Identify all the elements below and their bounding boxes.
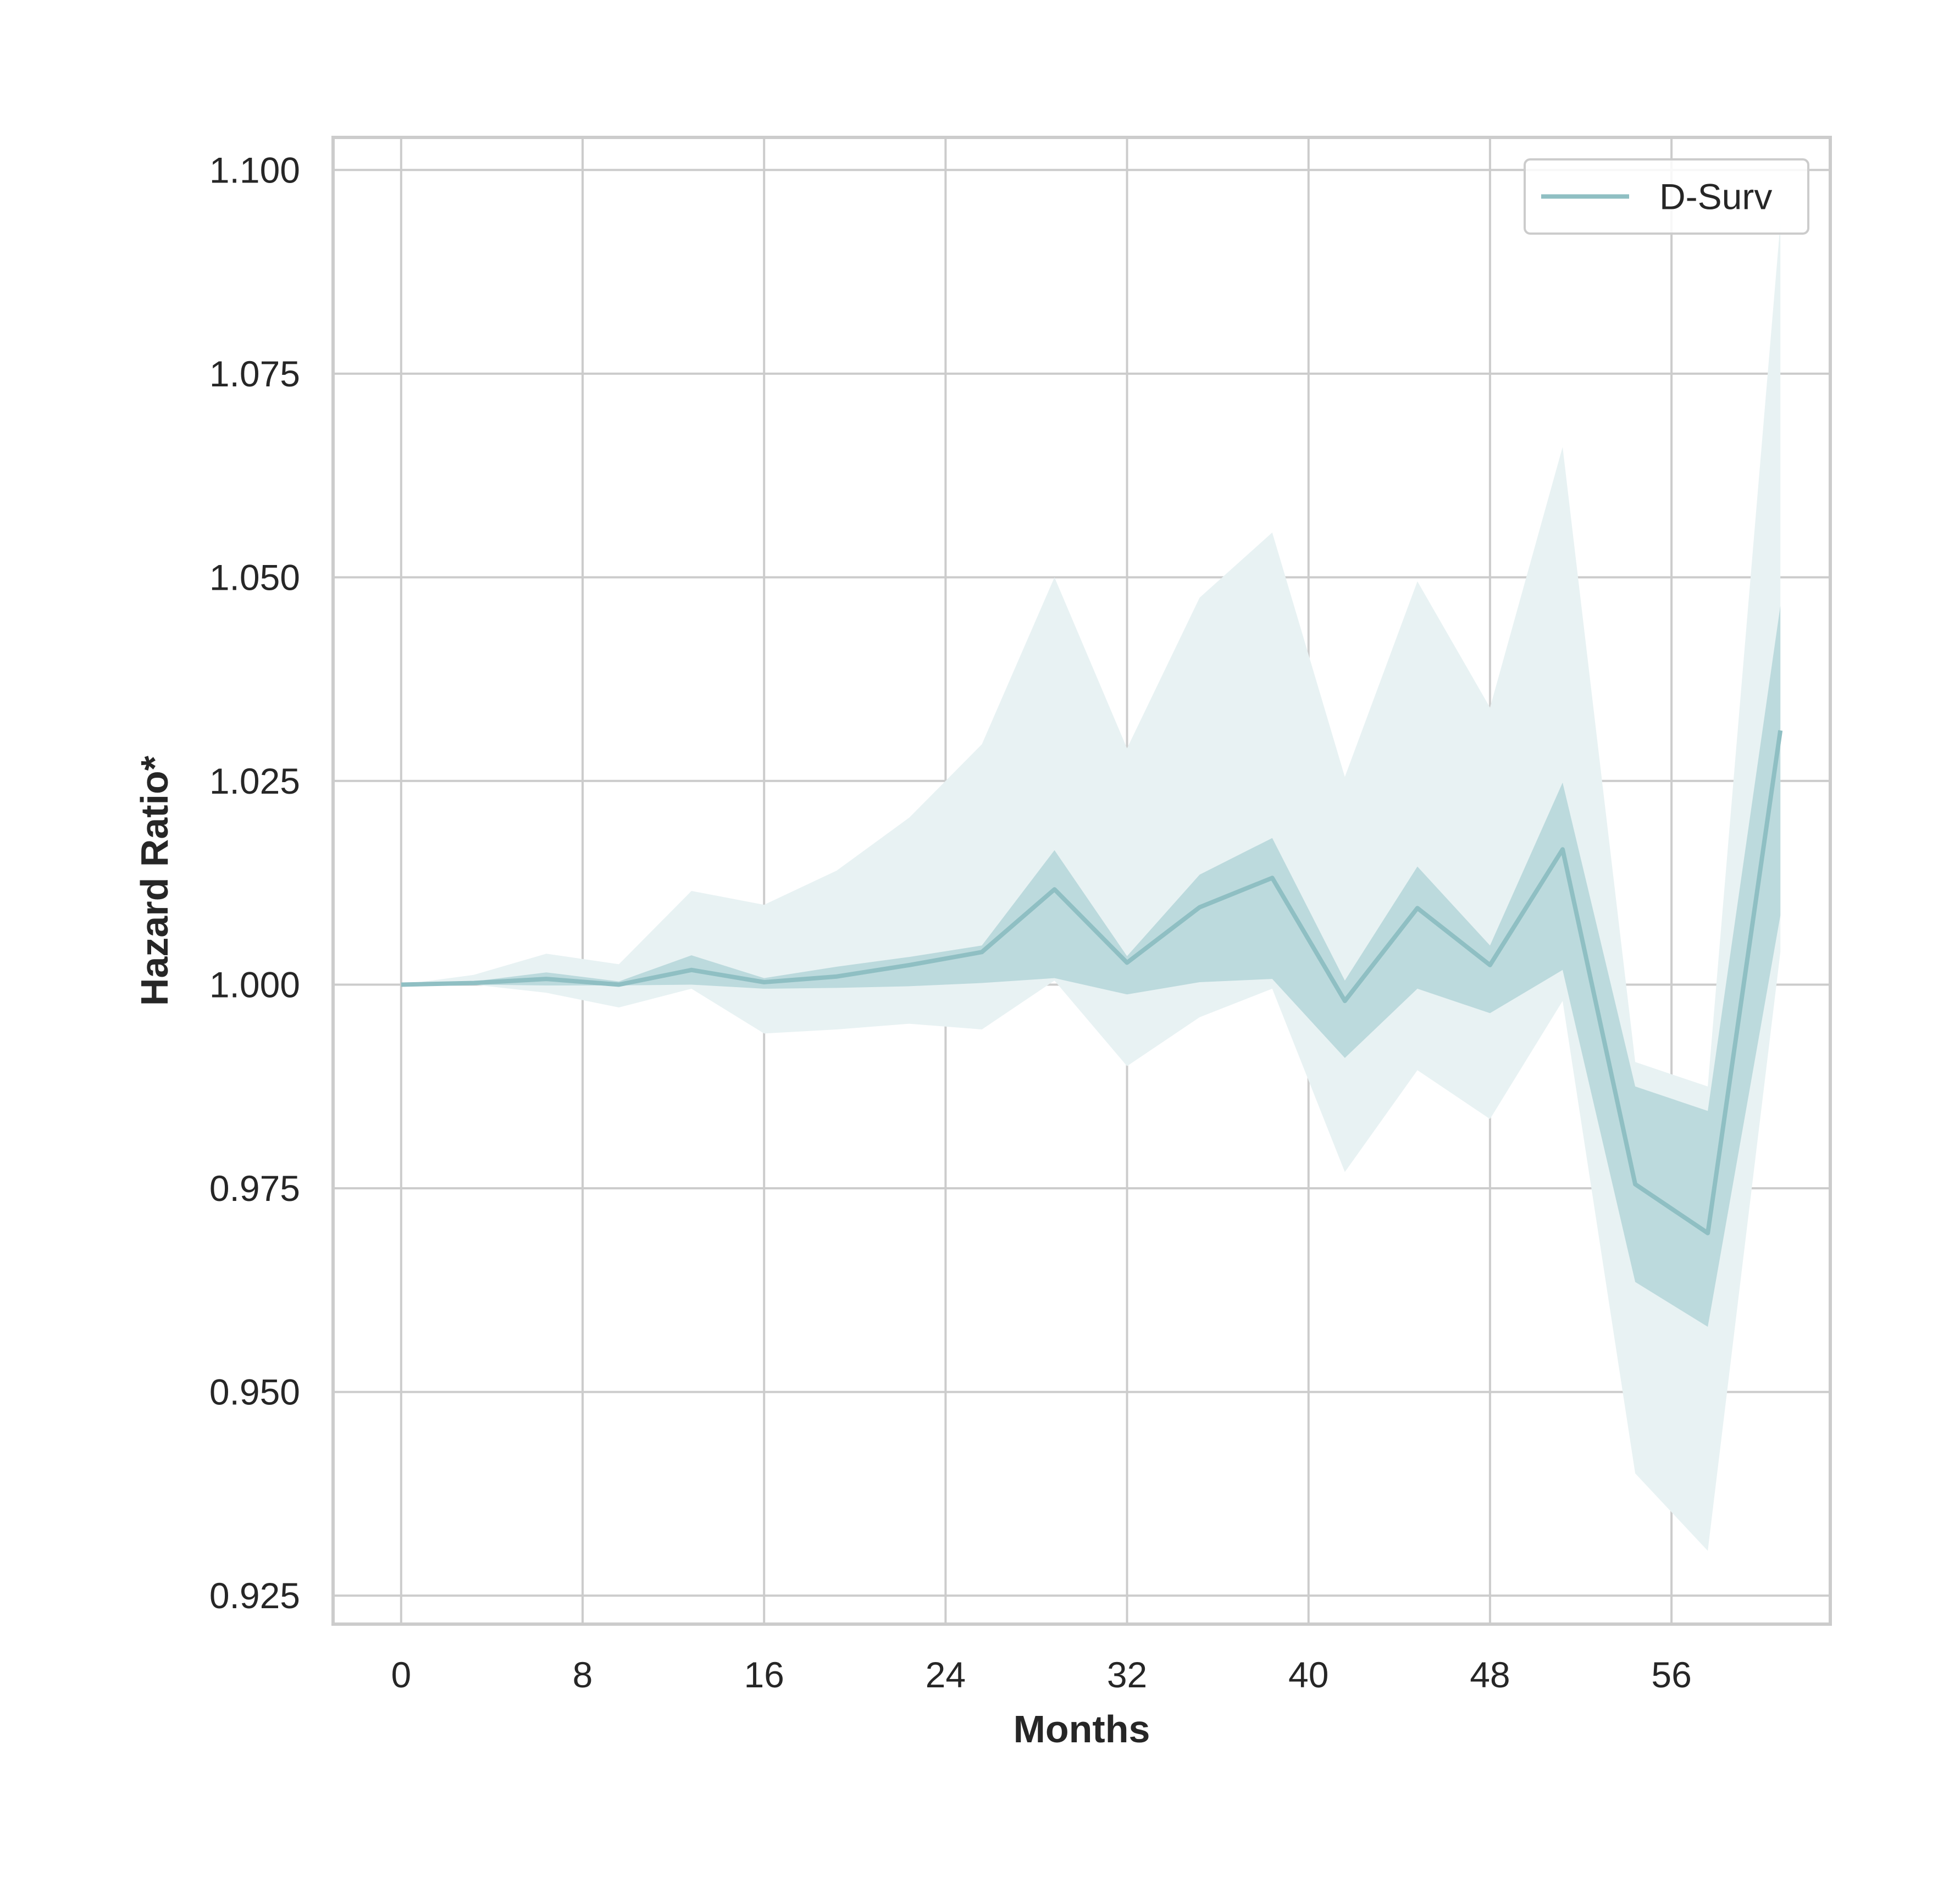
y-tick-label-7: 1.100 bbox=[209, 149, 300, 190]
y-tick-label-2: 0.975 bbox=[209, 1168, 300, 1209]
y-tick-labels: 0.925 0.950 0.975 1.000 1.025 1.050 1.075 1.100 bbox=[209, 149, 300, 1616]
y-tick-label-1: 0.950 bbox=[209, 1372, 300, 1413]
legend: D-Surv bbox=[1524, 158, 1809, 235]
x-tick-label-6: 48 bbox=[1470, 1654, 1510, 1695]
y-tick-label-3: 1.000 bbox=[209, 964, 300, 1005]
series-line-d-surv bbox=[401, 730, 1783, 1236]
confidence-band-outer bbox=[401, 223, 1781, 1551]
x-tick-label-3: 24 bbox=[926, 1654, 966, 1695]
legend-box bbox=[1524, 158, 1809, 235]
x-tick-label-7: 56 bbox=[1651, 1654, 1691, 1695]
y-axis-title: Hazard Ratio* bbox=[133, 755, 176, 1006]
y-tick-label-4: 1.025 bbox=[209, 761, 300, 801]
y-tick-label-0: 0.925 bbox=[209, 1575, 300, 1616]
y-tick-label-6: 1.075 bbox=[209, 353, 300, 394]
confidence-band-inner bbox=[401, 606, 1781, 1327]
x-tick-label-2: 16 bbox=[744, 1654, 784, 1695]
x-tick-labels: 0 8 16 24 32 40 48 56 bbox=[391, 1654, 1691, 1695]
x-tick-label-5: 40 bbox=[1288, 1654, 1328, 1695]
x-tick-label-4: 32 bbox=[1107, 1654, 1147, 1695]
x-tick-label-0: 0 bbox=[391, 1654, 411, 1695]
confidence-bands bbox=[401, 223, 1781, 1551]
x-tick-label-1: 8 bbox=[573, 1654, 593, 1695]
plot-frame bbox=[331, 136, 1832, 1626]
legend-label-d-surv: D-Surv bbox=[1659, 176, 1772, 217]
y-tick-label-5: 1.050 bbox=[209, 557, 300, 597]
x-axis-title: Months bbox=[1014, 1708, 1150, 1751]
